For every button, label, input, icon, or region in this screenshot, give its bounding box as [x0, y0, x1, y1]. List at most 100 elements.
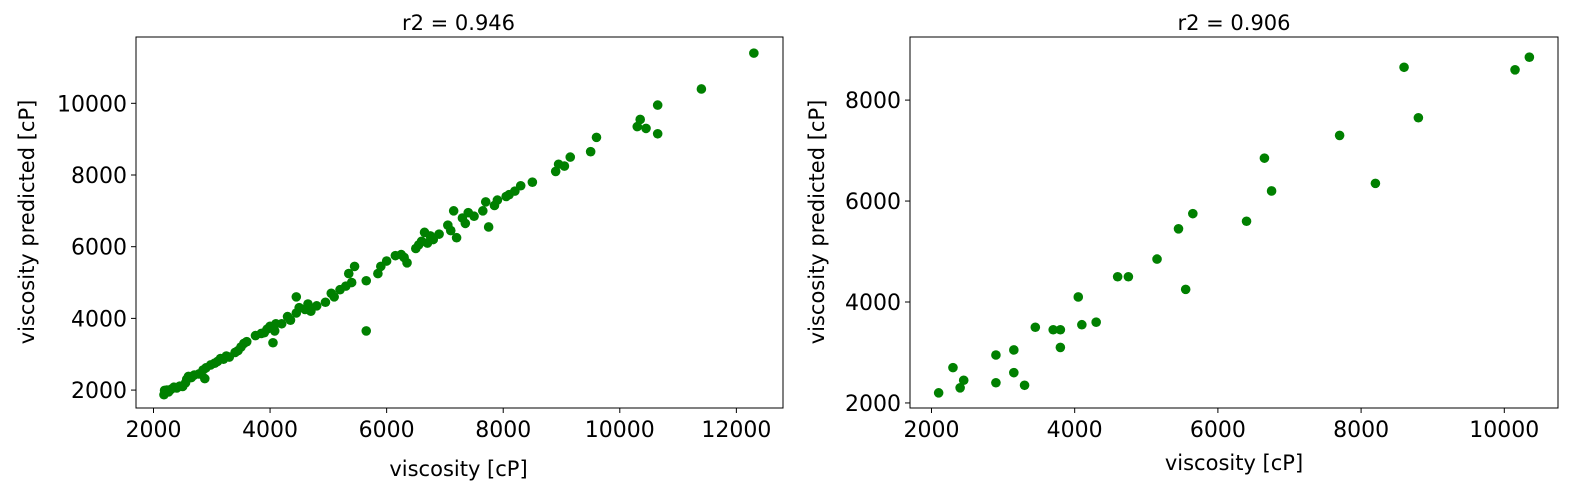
x-tick-label: 4000 — [1047, 418, 1103, 443]
scatter-point — [1073, 292, 1084, 302]
scatter-point — [343, 268, 354, 279]
scatter-point — [948, 362, 958, 373]
scatter-point — [1019, 380, 1030, 391]
scatter-point — [361, 326, 372, 336]
scatter-point — [478, 206, 488, 216]
data-points — [159, 48, 759, 400]
scatter-point — [445, 225, 456, 236]
scatter-point — [1399, 62, 1409, 73]
scatter-point — [329, 292, 339, 302]
scatter-point — [1009, 367, 1019, 378]
x-tick-label: 8000 — [475, 418, 531, 443]
scatter-point — [652, 128, 663, 139]
scatter-point — [1091, 317, 1101, 327]
scatter-point — [241, 336, 252, 347]
y-axis-label: viscosity predicted [cP] — [805, 100, 829, 345]
scatter-point — [361, 275, 372, 286]
y-tick-label: 8000 — [845, 89, 901, 114]
x-tick-label: 4000 — [242, 418, 298, 443]
scatter-point — [1173, 224, 1184, 234]
scatter-point — [346, 277, 357, 288]
x-axis-label: viscosity [cP] — [389, 457, 527, 481]
scatter-point — [469, 211, 479, 222]
y-tick-label: 2000 — [71, 379, 127, 404]
scatter-point — [933, 388, 944, 398]
x-tick-label: 2000 — [903, 418, 959, 443]
plot-area-frame — [135, 36, 784, 409]
scatter-point — [1334, 130, 1345, 141]
scatter-point — [320, 297, 331, 308]
scatter-point — [1266, 186, 1277, 196]
scatter-point — [1048, 324, 1059, 335]
y-tick-label: 10000 — [57, 92, 127, 117]
chart-title: r2 = 0.946 — [402, 11, 515, 35]
scatter-point — [1055, 342, 1066, 353]
scatter-point — [402, 258, 412, 268]
scatter-point — [448, 206, 459, 216]
scatter-point — [460, 218, 471, 229]
scatter-point — [1524, 52, 1535, 62]
scatter-point — [1259, 153, 1270, 163]
scatter-point — [635, 114, 645, 125]
scatter-point — [483, 222, 494, 232]
y-tick-label: 4000 — [845, 291, 901, 316]
scatter-point — [515, 180, 526, 191]
scatter-point — [1009, 345, 1019, 355]
scatter-point — [565, 152, 576, 162]
x-axis-label: viscosity [cP] — [1165, 451, 1303, 475]
axis-ticks: 2000 4000 6000 8000 10000 2000 4000 6000 8000 — [845, 89, 1539, 443]
scatter-point — [492, 195, 503, 205]
scatter-point — [291, 292, 302, 302]
scatter-point — [1413, 112, 1424, 123]
scatter-point — [696, 84, 707, 94]
scatter-point — [381, 256, 392, 266]
scatter-point — [1510, 65, 1520, 75]
y-tick-label: 6000 — [71, 236, 127, 261]
scatter-point — [480, 197, 491, 207]
scatter-point — [641, 123, 651, 134]
scatter-point — [451, 232, 462, 243]
plot-area-frame — [909, 36, 1559, 409]
scatter-chart-left: r2 = 0.946 viscosity [cP] viscosity pred… — [15, 11, 784, 481]
scatter-point — [585, 146, 596, 157]
scatter-point — [1241, 216, 1252, 227]
scatter-point — [559, 161, 570, 171]
data-points — [933, 52, 1535, 398]
y-tick-label: 8000 — [71, 164, 127, 189]
scatter-point — [434, 229, 444, 239]
scatter-point — [591, 132, 602, 143]
scatter-point — [652, 100, 663, 110]
y-tick-label: 6000 — [845, 190, 901, 215]
scatter-point — [311, 301, 322, 311]
scatter-point — [1370, 178, 1381, 189]
x-tick-label: 6000 — [1190, 418, 1246, 443]
scatter-point — [276, 318, 287, 329]
scatter-point — [1123, 271, 1134, 282]
x-tick-label: 6000 — [359, 418, 415, 443]
scatter-point — [958, 375, 969, 386]
x-tick-label: 10000 — [1469, 418, 1539, 443]
scatter-point — [1188, 208, 1198, 219]
x-tick-label: 10000 — [585, 418, 655, 443]
y-axis-label: viscosity predicted [cP] — [15, 100, 39, 345]
scatter-point — [199, 373, 210, 384]
scatter-point — [991, 377, 1001, 388]
scatter-point — [991, 350, 1001, 360]
scatter-point — [349, 261, 360, 272]
y-tick-label: 4000 — [71, 307, 127, 332]
scatter-point — [268, 337, 278, 348]
y-tick-label: 2000 — [845, 392, 901, 417]
x-tick-label: 12000 — [701, 418, 771, 443]
scatter-point — [269, 326, 280, 336]
scatter-chart-right: r2 = 0.906 viscosity [cP] viscosity pred… — [805, 11, 1559, 475]
scatter-point — [1152, 254, 1162, 264]
scatter-point — [1112, 271, 1123, 282]
scatter-point — [1077, 319, 1087, 330]
scatter-point — [1030, 322, 1041, 333]
chart-title: r2 = 0.906 — [1177, 11, 1290, 35]
scatter-point — [1055, 324, 1066, 335]
axis-ticks: 2000 4000 6000 8000 10000 12000 2000 4000 6000 80… — [57, 92, 771, 443]
x-tick-label: 8000 — [1333, 418, 1389, 443]
scatter-point — [285, 315, 296, 325]
scatter-point — [527, 177, 538, 187]
